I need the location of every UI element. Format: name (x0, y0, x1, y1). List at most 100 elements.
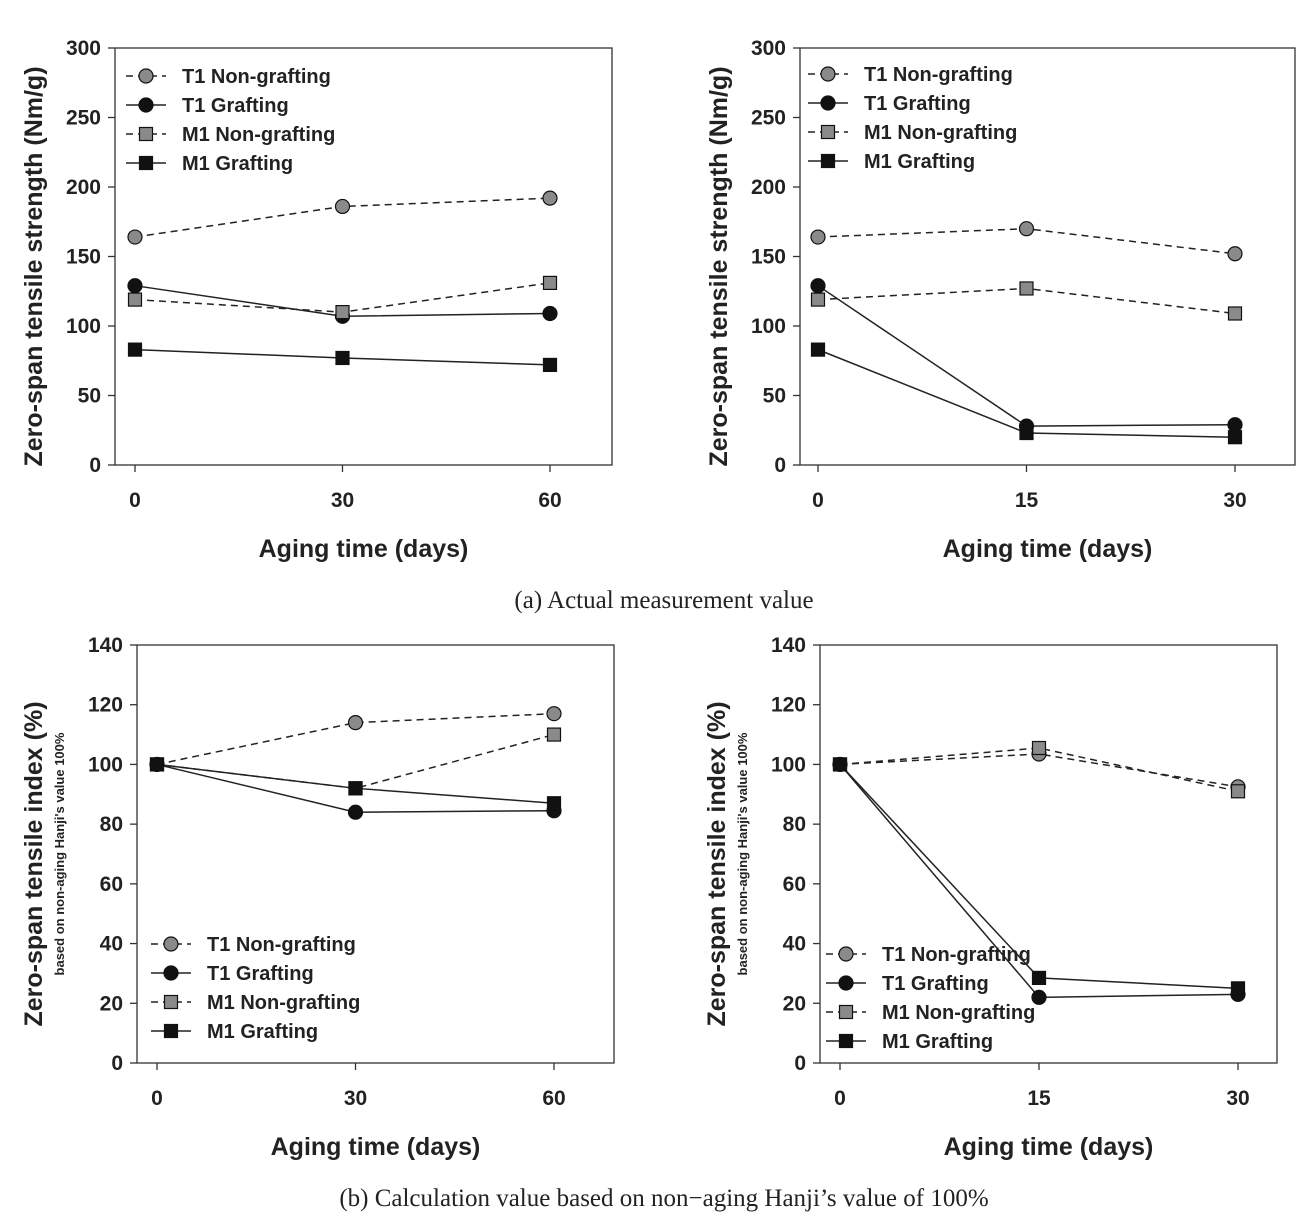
legend-label: M1 Grafting (182, 153, 293, 175)
legend-item: T1 Non-grafting (808, 64, 1013, 86)
y-tick-label: 140 (771, 634, 806, 657)
y-axis-label: Zero-span tensile strength (Nm/g) (705, 66, 733, 466)
legend-label: T1 Non-grafting (882, 944, 1031, 966)
legend: T1 Non-grafting T1 Grafting M1 Non-graftin… (808, 64, 1017, 173)
legend-label: M1 Grafting (882, 1031, 993, 1053)
legend-marker (163, 1023, 179, 1039)
y-tick-label: 300 (66, 37, 101, 60)
data-point (335, 350, 350, 366)
y-tick-label: 0 (89, 454, 101, 477)
y-tick-label: 250 (751, 107, 786, 130)
series-t1-grafting (832, 756, 1246, 1005)
legend: T1 Non-grafting T1 Grafting M1 Non-graftin… (151, 934, 360, 1043)
x-tick-label: 0 (151, 1087, 163, 1110)
data-point (1230, 784, 1246, 799)
data-point (348, 781, 363, 796)
series-m1-non-grafting (127, 275, 558, 320)
legend-item: T1 Grafting (826, 973, 989, 995)
y-tick-label: 120 (88, 694, 123, 717)
legend-marker (838, 1004, 854, 1020)
legend-label: T1 Non-grafting (864, 64, 1013, 86)
series-m1-grafting (127, 342, 558, 373)
chart-panel-3: 0 20 40 60 80 100 120 140 0 30 60 Aging time (days)… (20, 634, 615, 1161)
data-point (1031, 740, 1047, 756)
x-tick-label: 0 (812, 489, 824, 512)
y-tick-label: 100 (66, 315, 101, 338)
legend-item: T1 Grafting (126, 95, 289, 117)
series-m1-grafting (149, 757, 562, 811)
data-point (1227, 430, 1243, 445)
legend-item: M1 Grafting (808, 151, 975, 173)
legend-item: T1 Grafting (151, 963, 314, 985)
legend-marker (820, 153, 836, 169)
data-point (334, 198, 351, 215)
y-tick-label: 250 (66, 107, 101, 130)
legend-label: T1 Grafting (864, 93, 971, 115)
y-axis-label: Zero-span tensile strength (Nm/g) (20, 66, 48, 466)
data-point (1227, 246, 1243, 262)
data-point (1019, 425, 1034, 441)
series-t1-non-grafting (149, 706, 562, 773)
data-point (149, 757, 165, 772)
data-point (546, 796, 562, 811)
legend-marker (163, 936, 179, 952)
chart-panel-1: 0 50 100 150 200 250 300 0 30 60 Aging time (days)… (20, 37, 613, 563)
plot-frame (819, 644, 1278, 1064)
data-point (542, 190, 558, 206)
y-tick-label: 100 (88, 753, 123, 776)
data-point (1018, 221, 1035, 237)
legend-label: M1 Grafting (207, 1021, 318, 1043)
legend-item: M1 Non-grafting (151, 992, 360, 1014)
y-axis-label: Zero-span tensile index (%) (20, 701, 48, 1026)
x-tick-label: 30 (1223, 489, 1246, 512)
legend-marker (838, 975, 854, 991)
legend-item: M1 Non-grafting (826, 1002, 1035, 1024)
x-tick-label: 15 (1015, 489, 1039, 512)
x-tick-label: 30 (344, 1087, 367, 1110)
x-tick-label: 60 (542, 1087, 565, 1110)
data-point (810, 229, 826, 245)
legend-item: T1 Non-grafting (826, 944, 1031, 966)
data-point (546, 727, 562, 742)
y-tick-label: 0 (774, 454, 786, 477)
y-tick-label: 0 (111, 1052, 123, 1075)
legend-marker (138, 68, 154, 84)
x-axis-label: Aging time (days) (944, 1133, 1154, 1161)
y-tick-label: 60 (100, 873, 123, 896)
data-point (832, 757, 848, 772)
data-point (542, 357, 558, 373)
legend-marker (820, 66, 836, 82)
series-line (839, 747, 1239, 793)
legend-label: M1 Grafting (864, 151, 975, 173)
y-tick-label: 100 (751, 315, 786, 338)
series-line (839, 753, 1239, 788)
x-tick-label: 30 (331, 489, 354, 512)
y-tick-label: 120 (771, 694, 806, 717)
legend-item: T1 Grafting (808, 93, 971, 115)
legend-marker (138, 155, 154, 171)
chart-panel-2: 0 50 100 150 200 250 300 0 15 30 Aging time (days)… (705, 37, 1296, 563)
legend-marker (838, 946, 854, 962)
y-tick-label: 50 (763, 385, 786, 408)
y-tick-label: 150 (751, 246, 786, 269)
data-point (546, 706, 562, 722)
caption-b: (b) Calculation value based on non−aging… (339, 1185, 988, 1212)
legend-item: M1 Grafting (826, 1031, 993, 1053)
data-point (127, 278, 143, 294)
x-axis-label: Aging time (days) (271, 1133, 481, 1161)
y-tick-label: 40 (100, 933, 123, 956)
legend-marker (838, 1033, 854, 1049)
x-tick-label: 0 (834, 1087, 846, 1110)
legend-item: M1 Grafting (151, 1021, 318, 1043)
y-axis-sublabel: based on non-aging Hanji's value 100% (735, 732, 750, 975)
data-point (1227, 417, 1243, 433)
data-point (347, 715, 364, 731)
legend: T1 Non-grafting T1 Grafting M1 Non-graftin… (826, 944, 1035, 1053)
data-point (335, 305, 350, 320)
legend-label: T1 Non-grafting (207, 934, 356, 956)
x-tick-label: 0 (129, 489, 141, 512)
data-point (1031, 970, 1047, 986)
chart-panel-4: 0 20 40 60 80 100 120 140 0 15 30 Aging time (days)… (703, 634, 1278, 1161)
legend: T1 Non-grafting T1 Grafting M1 Non-graftin… (126, 66, 335, 175)
